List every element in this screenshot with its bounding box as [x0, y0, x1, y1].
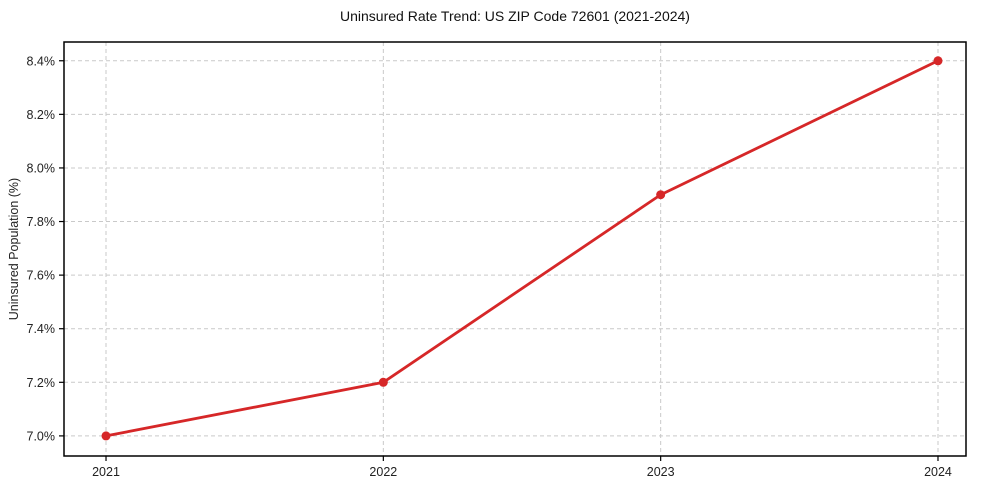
- y-tick-label: 7.2%: [27, 376, 56, 390]
- data-point-marker: [101, 431, 111, 441]
- x-tick-label: 2024: [924, 465, 952, 479]
- x-tick-label: 2022: [369, 465, 397, 479]
- data-point-marker: [378, 377, 388, 387]
- y-tick-label: 7.4%: [27, 322, 56, 336]
- y-tick-label: 7.0%: [27, 429, 56, 443]
- y-tick-label: 7.6%: [27, 269, 56, 283]
- data-point-marker: [933, 56, 943, 66]
- data-point-marker: [656, 190, 666, 200]
- y-tick-label: 8.2%: [27, 108, 56, 122]
- trend-line: [104, 59, 940, 438]
- y-tick-label: 8.0%: [27, 161, 56, 175]
- chart-title: Uninsured Rate Trend: US ZIP Code 72601 …: [340, 8, 690, 24]
- y-tick-label: 8.4%: [27, 54, 56, 68]
- plot-border: [63, 41, 967, 457]
- x-tick-label: 2021: [92, 465, 120, 479]
- y-tick-label: 7.8%: [27, 215, 56, 229]
- x-tick-label: 2023: [647, 465, 675, 479]
